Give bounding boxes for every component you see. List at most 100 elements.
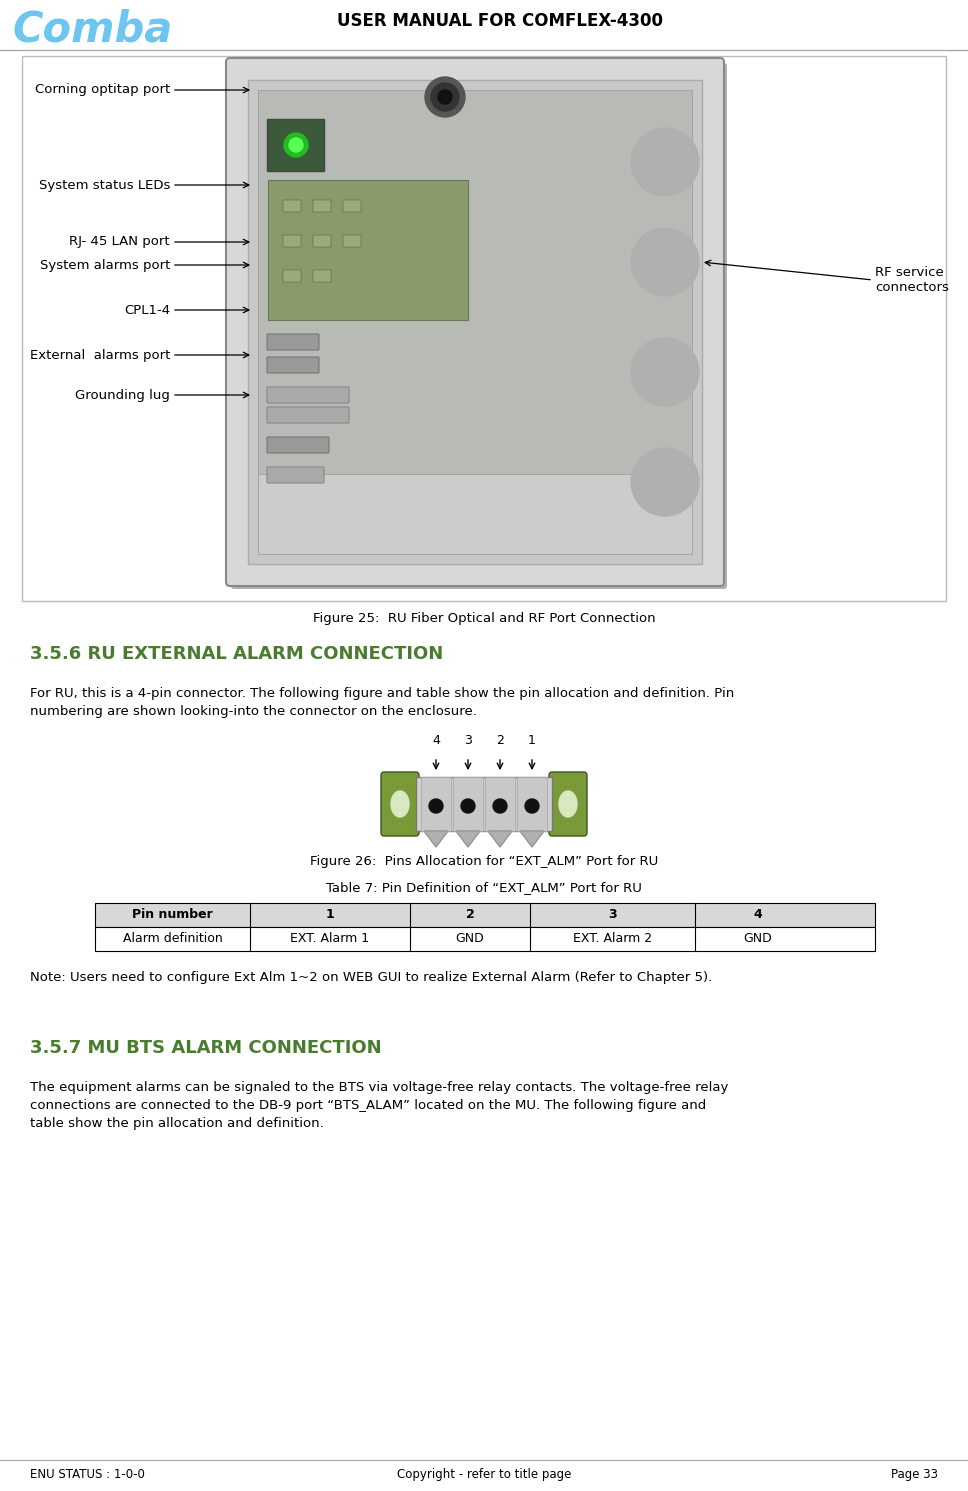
Ellipse shape <box>559 792 577 817</box>
Text: 3: 3 <box>464 734 472 747</box>
Text: Grounding lug: Grounding lug <box>76 389 170 401</box>
Text: CPL1-4: CPL1-4 <box>124 304 170 316</box>
Text: 1: 1 <box>529 734 536 747</box>
Polygon shape <box>424 830 448 847</box>
Text: For RU, this is a 4-pin connector. The following figure and table show the pin a: For RU, this is a 4-pin connector. The f… <box>30 687 735 699</box>
Text: Figure 25:  RU Fiber Optical and RF Port Connection: Figure 25: RU Fiber Optical and RF Port … <box>313 611 655 625</box>
Circle shape <box>660 367 670 377</box>
Text: 3.5.6 RU EXTERNAL ALARM CONNECTION: 3.5.6 RU EXTERNAL ALARM CONNECTION <box>30 646 443 663</box>
Circle shape <box>284 133 308 157</box>
FancyBboxPatch shape <box>268 180 468 321</box>
Circle shape <box>647 245 683 280</box>
FancyBboxPatch shape <box>381 772 419 836</box>
Text: RJ- 45 LAN port: RJ- 45 LAN port <box>70 236 170 249</box>
Circle shape <box>639 346 691 398</box>
Polygon shape <box>456 830 480 847</box>
FancyBboxPatch shape <box>517 777 547 830</box>
Bar <box>95 904 875 927</box>
Circle shape <box>655 152 675 171</box>
Text: EXT. Alarm 1: EXT. Alarm 1 <box>290 932 370 945</box>
FancyBboxPatch shape <box>258 474 692 555</box>
FancyBboxPatch shape <box>267 437 329 453</box>
Circle shape <box>655 473 675 492</box>
Ellipse shape <box>391 792 409 817</box>
FancyBboxPatch shape <box>485 777 515 830</box>
Circle shape <box>639 136 691 188</box>
FancyBboxPatch shape <box>267 334 319 350</box>
Circle shape <box>660 477 670 488</box>
Circle shape <box>493 799 507 813</box>
Text: 2: 2 <box>466 908 474 921</box>
Circle shape <box>461 799 475 813</box>
Circle shape <box>639 456 691 508</box>
FancyBboxPatch shape <box>283 270 301 282</box>
Circle shape <box>525 799 539 813</box>
Text: Figure 26:  Pins Allocation for “EXT_ALM” Port for RU: Figure 26: Pins Allocation for “EXT_ALM”… <box>310 854 658 868</box>
Circle shape <box>631 128 699 195</box>
Text: Pin number: Pin number <box>132 908 213 921</box>
FancyBboxPatch shape <box>22 57 946 601</box>
Circle shape <box>431 83 459 110</box>
Text: 3.5.7 MU BTS ALARM CONNECTION: 3.5.7 MU BTS ALARM CONNECTION <box>30 1039 381 1057</box>
Circle shape <box>647 353 683 391</box>
Circle shape <box>631 228 699 297</box>
Circle shape <box>631 338 699 406</box>
FancyBboxPatch shape <box>283 200 301 212</box>
Circle shape <box>289 139 303 152</box>
Circle shape <box>429 799 443 813</box>
Text: GND: GND <box>743 932 771 945</box>
Text: Page 33: Page 33 <box>891 1469 938 1481</box>
Circle shape <box>639 236 691 288</box>
FancyBboxPatch shape <box>421 777 451 830</box>
Text: 4: 4 <box>432 734 439 747</box>
Text: USER MANUAL FOR COMFLEX-4300: USER MANUAL FOR COMFLEX-4300 <box>337 12 663 30</box>
Circle shape <box>647 145 683 180</box>
Circle shape <box>425 78 465 116</box>
FancyBboxPatch shape <box>258 89 692 485</box>
Text: Corning optitap port: Corning optitap port <box>35 83 170 97</box>
FancyBboxPatch shape <box>226 58 724 586</box>
Text: numbering are shown looking-into the connector on the enclosure.: numbering are shown looking-into the con… <box>30 705 477 719</box>
Text: The equipment alarms can be signaled to the BTS via voltage-free relay contacts.: The equipment alarms can be signaled to … <box>30 1081 728 1094</box>
Text: System alarms port: System alarms port <box>40 258 170 271</box>
Text: Comba: Comba <box>12 7 172 51</box>
Text: 3: 3 <box>608 908 617 921</box>
Text: GND: GND <box>456 932 484 945</box>
FancyBboxPatch shape <box>267 356 319 373</box>
FancyBboxPatch shape <box>343 236 361 248</box>
Circle shape <box>438 89 452 104</box>
FancyBboxPatch shape <box>231 63 727 589</box>
Text: Note: Users need to configure Ext Alm 1~2 on WEB GUI to realize External Alarm (: Note: Users need to configure Ext Alm 1~… <box>30 971 712 984</box>
FancyBboxPatch shape <box>267 388 349 403</box>
FancyBboxPatch shape <box>549 772 587 836</box>
Text: connections are connected to the DB-9 port “BTS_ALAM” located on the MU. The fol: connections are connected to the DB-9 po… <box>30 1099 707 1112</box>
FancyBboxPatch shape <box>283 236 301 248</box>
Text: Alarm definition: Alarm definition <box>123 932 223 945</box>
Text: table show the pin allocation and definition.: table show the pin allocation and defini… <box>30 1117 323 1130</box>
FancyBboxPatch shape <box>313 236 331 248</box>
Circle shape <box>660 157 670 167</box>
Polygon shape <box>520 830 544 847</box>
Circle shape <box>660 256 670 267</box>
Text: Table 7: Pin Definition of “EXT_ALM” Port for RU: Table 7: Pin Definition of “EXT_ALM” Por… <box>326 881 642 895</box>
FancyBboxPatch shape <box>416 777 552 830</box>
FancyBboxPatch shape <box>267 467 324 483</box>
FancyBboxPatch shape <box>313 270 331 282</box>
FancyBboxPatch shape <box>267 407 349 423</box>
Text: EXT. Alarm 2: EXT. Alarm 2 <box>573 932 652 945</box>
FancyBboxPatch shape <box>248 81 702 564</box>
Text: 4: 4 <box>753 908 762 921</box>
FancyBboxPatch shape <box>313 200 331 212</box>
Text: 2: 2 <box>496 734 504 747</box>
Circle shape <box>647 464 683 499</box>
Text: External  alarms port: External alarms port <box>30 349 170 361</box>
Text: Copyright - refer to title page: Copyright - refer to title page <box>397 1469 571 1481</box>
Polygon shape <box>488 830 512 847</box>
FancyBboxPatch shape <box>453 777 483 830</box>
Text: ENU STATUS : 1-0-0: ENU STATUS : 1-0-0 <box>30 1469 145 1481</box>
FancyBboxPatch shape <box>267 119 324 171</box>
Text: 1: 1 <box>325 908 334 921</box>
Circle shape <box>631 447 699 516</box>
FancyBboxPatch shape <box>343 200 361 212</box>
Text: RF service
connectors: RF service connectors <box>875 265 949 294</box>
